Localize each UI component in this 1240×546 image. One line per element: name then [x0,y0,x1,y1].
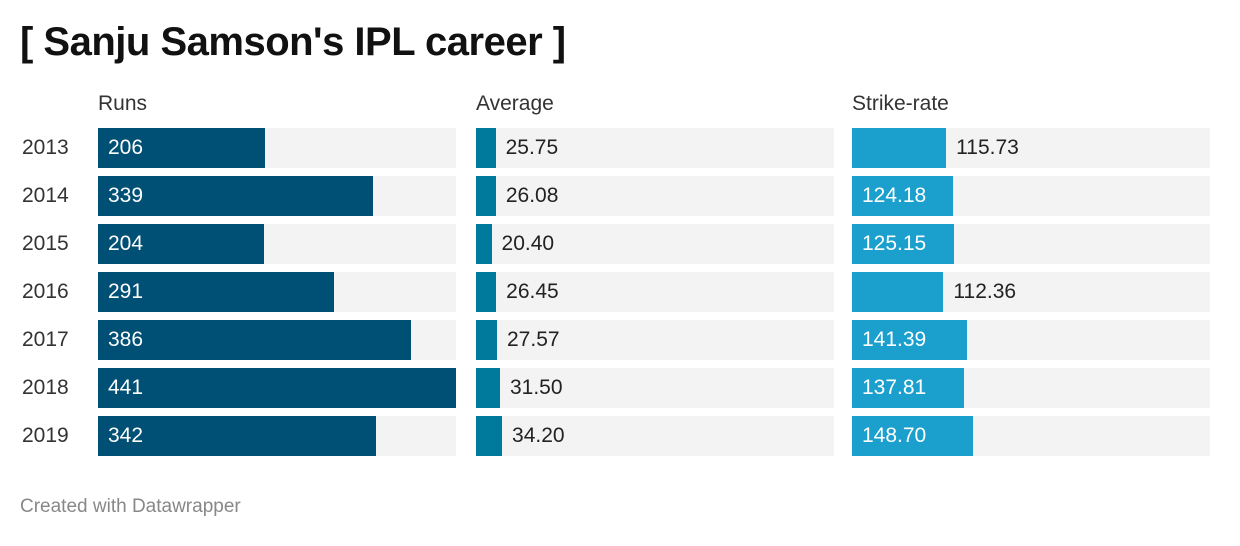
value-label: 148.70 [862,424,927,447]
value-label: 26.45 [506,280,559,303]
value-label: 25.75 [505,136,559,159]
value-label: 291 [108,280,144,303]
bar-track: 31.50 [476,368,834,408]
bar-track: 125.15 [852,224,1210,264]
bar-strike-rate [852,176,954,216]
bar-track: 112.36 [852,272,1210,312]
year-label: 2016 [22,280,69,303]
value-label: 112.36 [953,280,1017,303]
value-label: 339 [108,184,144,207]
value-label: 204 [108,232,144,255]
bar-average [476,320,497,360]
bar-track: 339 [98,176,456,216]
bar-track: 137.81 [852,368,1210,408]
value-label: 27.57 [507,328,560,351]
bar-track: 124.18 [852,176,1210,216]
bar-average [476,272,497,312]
bar-runs [98,368,456,408]
bar-runs [98,416,376,456]
bar-strike-rate [852,224,954,264]
value-label: 141.39 [862,328,927,351]
bar-track: 26.45 [476,272,834,312]
year-label: 2015 [22,232,69,255]
bar-runs [98,272,335,312]
footer-credit: Created with Datawrapper [20,496,241,517]
year-label: 2014 [22,184,69,207]
value-label: 31.50 [509,376,563,399]
bar-track: 34.20 [476,416,834,456]
bar-track: 141.39 [852,320,1210,360]
value-label: 137.81 [862,376,927,399]
value-label: 386 [108,328,144,351]
year-label: 2019 [22,424,69,447]
value-label: 20.40 [501,232,555,255]
bar-track: 206 [98,128,456,168]
value-label: 115.73 [956,136,1019,159]
bar-strike-rate [852,320,968,360]
bar-average [476,128,496,168]
column-header-strike-rate: Strike-rate [852,92,949,115]
value-label: 34.20 [512,424,565,447]
bar-track: 204 [98,224,456,264]
bar-runs [98,128,266,168]
bar-average [476,416,503,456]
bar-track: 20.40 [476,224,834,264]
value-label: 125.15 [862,232,927,255]
value-label: 206 [108,136,144,159]
value-label: 342 [108,424,144,447]
bar-track: 386 [98,320,456,360]
bar-strike-rate [852,128,947,168]
bar-track: 115.73 [852,128,1210,168]
year-label: 2017 [22,328,69,351]
bar-average [476,224,492,264]
bar-track: 441 [98,368,456,408]
bar-strike-rate [852,416,973,456]
bar-strike-rate [852,368,965,408]
bar-runs [98,320,412,360]
column-header-runs: Runs [98,92,148,115]
bar-track: 291 [98,272,456,312]
bar-track: 25.75 [476,128,834,168]
bar-runs [98,176,374,216]
bar-strike-rate [852,272,944,312]
chart-title: [ Sanju Samson's IPL career ] [20,20,566,64]
bar-average [476,368,500,408]
bar-track: 26.08 [476,176,834,216]
value-label: 441 [108,376,144,399]
year-label: 2018 [22,376,69,399]
year-label: 2013 [22,136,69,159]
column-header-average: Average [476,92,554,115]
value-label: 26.08 [505,184,559,207]
bar-average [476,176,496,216]
bar-track: 27.57 [476,320,834,360]
value-label: 124.18 [862,184,927,207]
bar-track: 148.70 [852,416,1210,456]
bar-track: 342 [98,416,456,456]
bar-runs [98,224,264,264]
